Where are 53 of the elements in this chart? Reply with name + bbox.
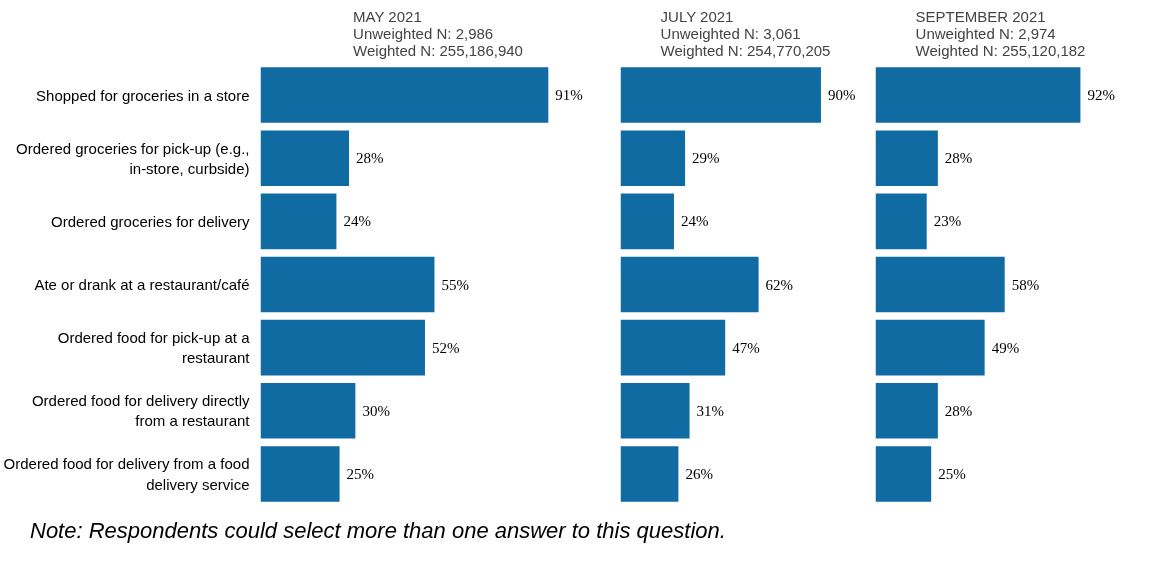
data-label: 90%	[827, 87, 856, 104]
data-label: 29%	[692, 150, 720, 167]
data-label: 26%	[685, 465, 713, 482]
text: Note: Respondents could select more than one answer to this question.	[30, 518, 726, 543]
bar	[875, 383, 938, 439]
data-label: 30%	[362, 402, 390, 419]
chart-title: JULY 2021 Unweighted N: 3,061 Weighted N: 254,770,205	[660, 7, 831, 59]
data-label: 25%	[938, 465, 966, 482]
bar	[620, 446, 679, 502]
bar	[260, 319, 425, 376]
bar	[620, 67, 821, 123]
chart-title: MAY 2021 Unweighted N: 2,986 Weighted N: 255,186,940	[353, 7, 523, 59]
data-label: 58%	[1011, 276, 1040, 293]
bar	[875, 130, 938, 186]
chart-title: SEPTEMBER 2021 Unweighted N: 2,974 Weighted N: 255,120,182	[915, 7, 1086, 59]
y-tick-label: Ordered food for delivery from a food delivery service	[3, 455, 250, 493]
data-label: 62%	[765, 276, 794, 293]
bar	[875, 193, 927, 250]
bar	[875, 256, 1005, 313]
data-label: 24%	[680, 213, 709, 230]
y-tick-label: Shopped for groceries in a store	[36, 86, 250, 104]
bar	[260, 193, 337, 250]
bar	[260, 256, 435, 313]
data-label: 28%	[356, 150, 384, 167]
data-label: 92%	[1087, 87, 1115, 104]
data-label: 28%	[944, 402, 973, 419]
data-label: 31%	[696, 402, 725, 419]
bar	[620, 383, 690, 439]
data-label: 23%	[933, 213, 962, 230]
data-label: 24%	[343, 213, 371, 230]
bar	[260, 446, 340, 502]
y-tick-label: Ordered food for pick-up at a restaurant	[57, 328, 251, 367]
bar	[260, 130, 350, 186]
data-label: 91%	[555, 87, 583, 104]
bar	[620, 256, 759, 313]
y-tick-label: Ordered groceries for pick-up (e.g., in-store, curbside)	[16, 139, 250, 177]
y-tick-label: Ordered groceries for delivery	[51, 212, 250, 230]
bar	[875, 319, 985, 376]
data-label: 49%	[991, 339, 1020, 356]
data-label: 25%	[346, 465, 375, 482]
data-label: 52%	[431, 339, 460, 356]
bar	[620, 319, 726, 376]
data-label: 28%	[944, 150, 973, 167]
y-tick-label: Ordered food for delivery directly from a restaurant	[31, 392, 251, 430]
data-label: 55%	[441, 276, 469, 293]
bar	[260, 67, 549, 123]
bar	[875, 67, 1081, 123]
y-tick-label: Ate or drank at a restaurant/café	[34, 276, 250, 293]
bar	[260, 383, 356, 439]
bar	[875, 446, 932, 502]
bar	[620, 193, 674, 250]
data-label: 47%	[732, 339, 760, 356]
bar	[620, 130, 686, 186]
